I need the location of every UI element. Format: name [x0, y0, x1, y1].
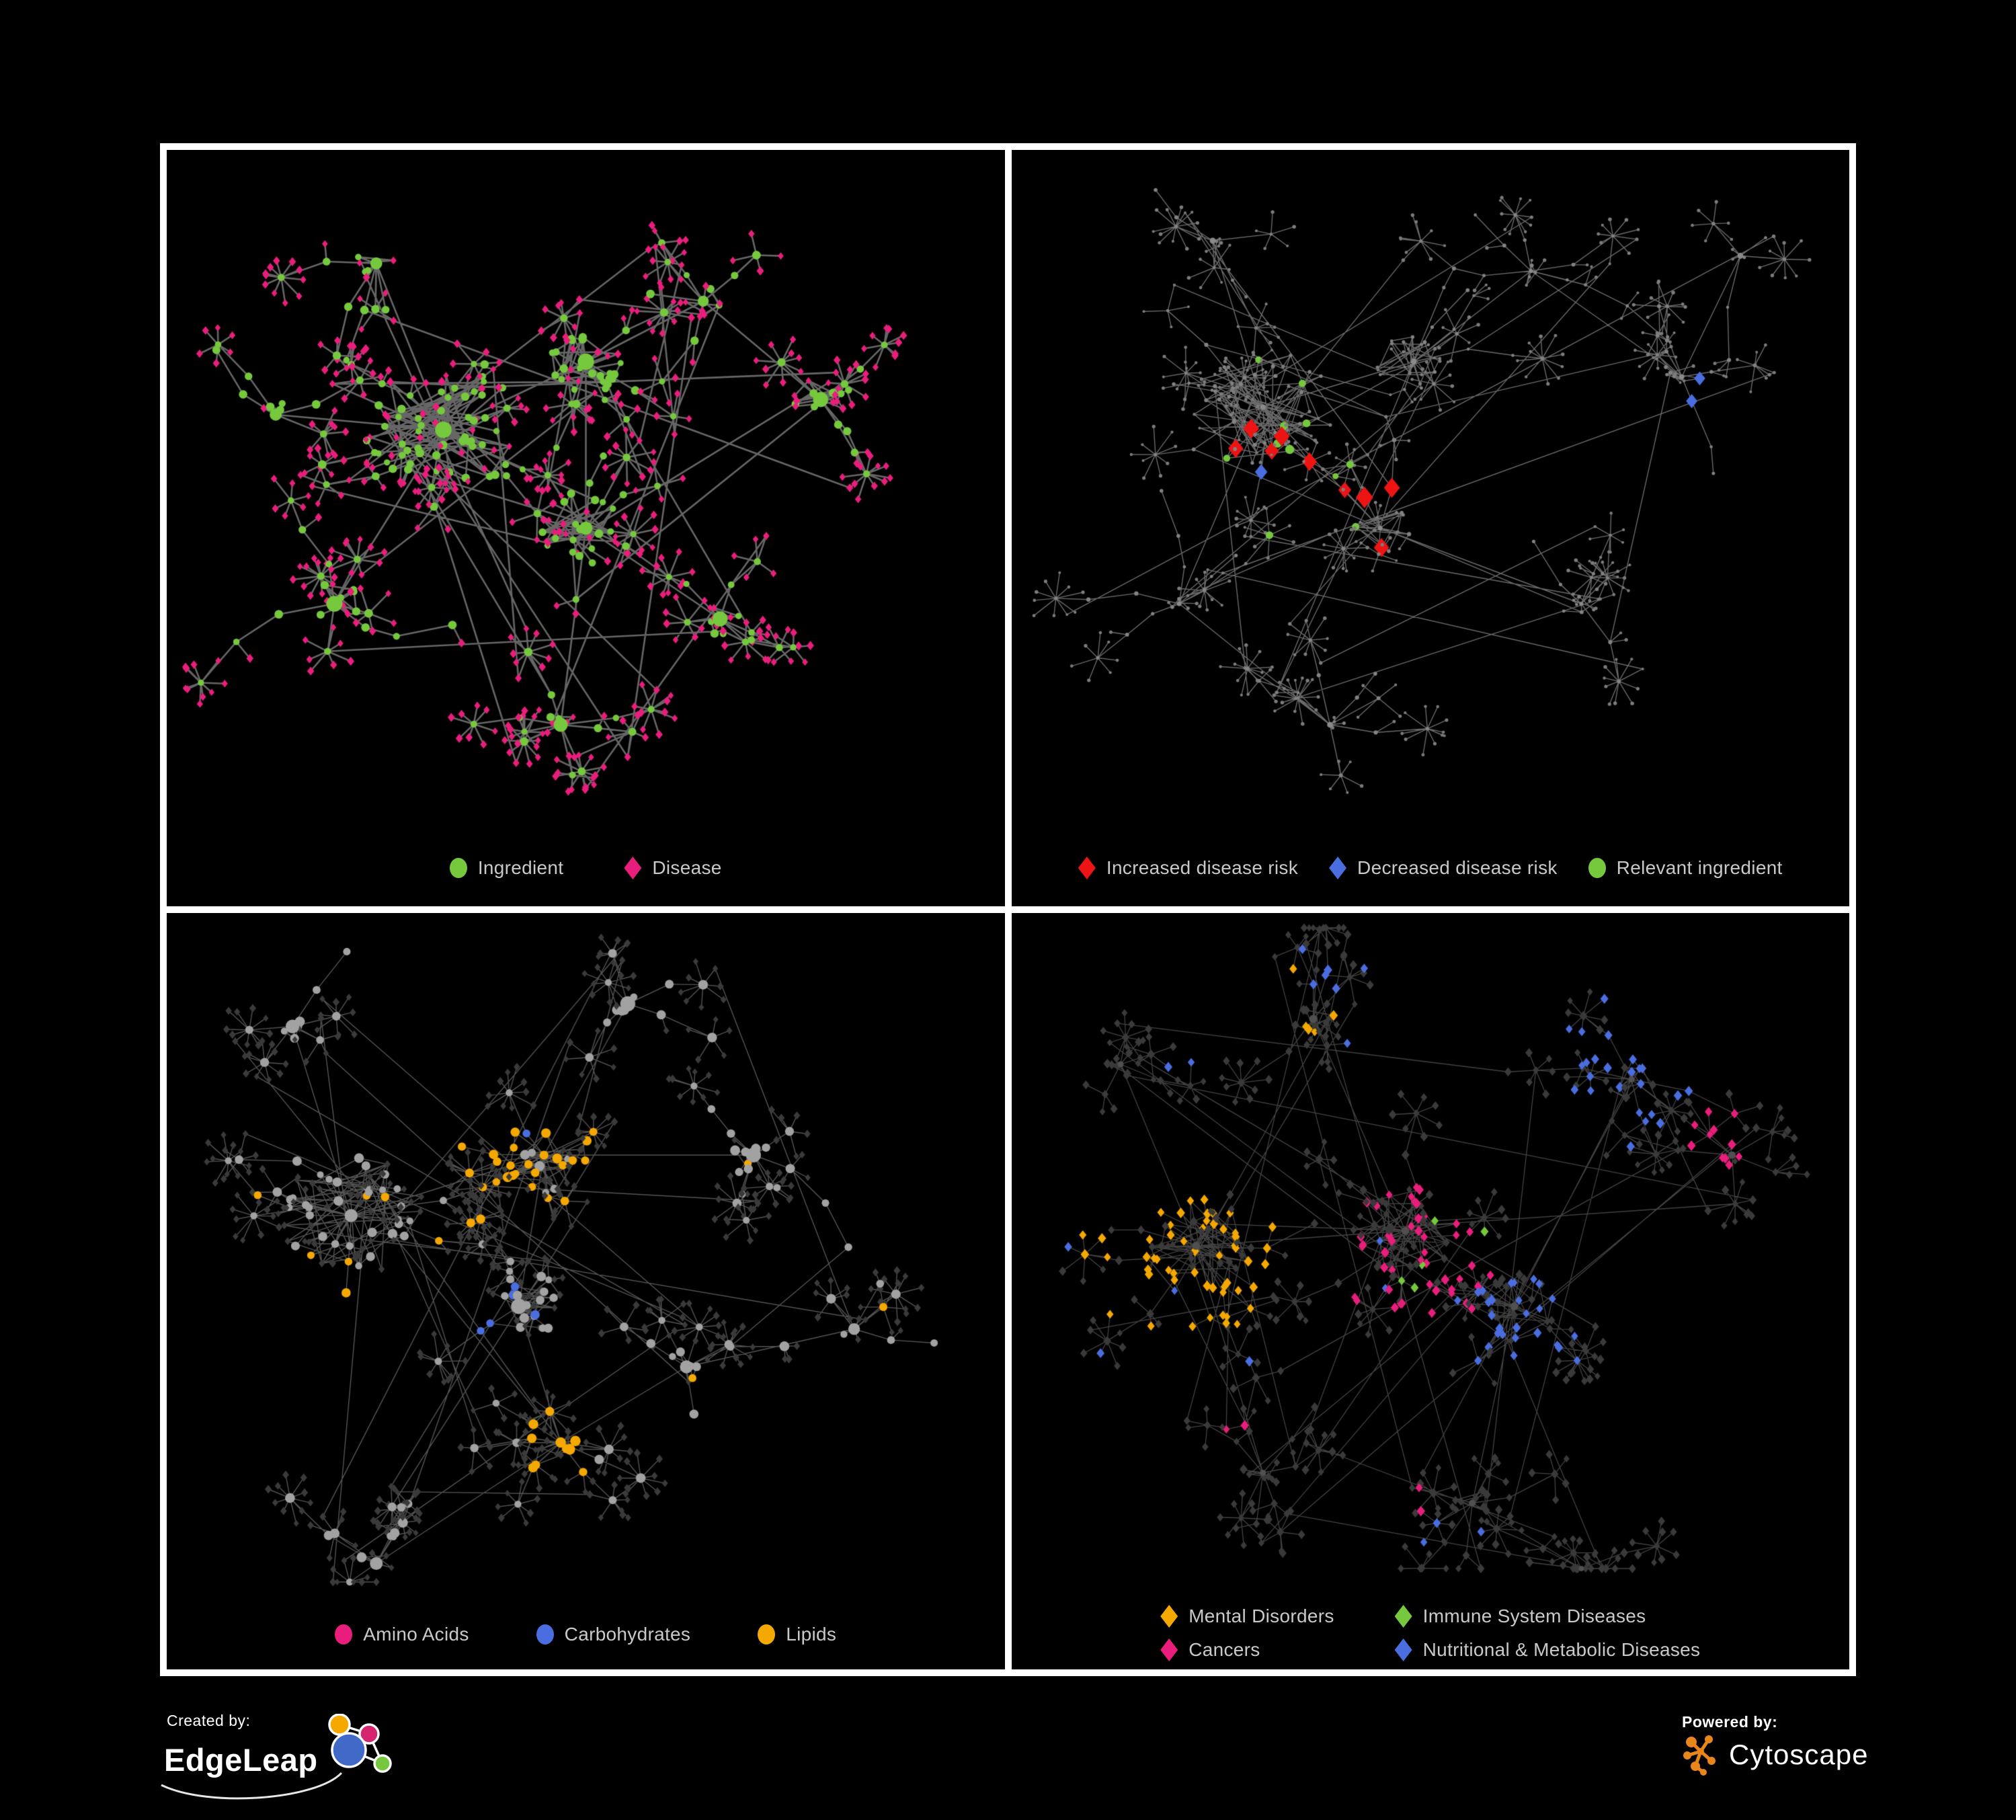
panel-disease-risk: Increased disease risk Decreased disease … — [1011, 150, 1850, 906]
legend-item: Ingredient — [449, 857, 564, 879]
legend-circle-swatch — [449, 858, 467, 878]
legend-disease-categories: Mental Disorders Immune System Diseases Ca… — [1012, 1605, 1850, 1661]
legend-label: Lipids — [786, 1624, 837, 1645]
legend-item: Cancers — [1160, 1638, 1260, 1661]
legend-item: Carbohydrates — [536, 1624, 691, 1645]
legend-label: Amino Acids — [363, 1624, 469, 1645]
network-canvas-disease-categories — [1011, 913, 1849, 1669]
legend-label: Increased disease risk — [1106, 857, 1299, 878]
legend-circle-swatch — [758, 1624, 776, 1645]
legend-nutrient-classes: Amino Acids Carbohydrates Lipids — [167, 1624, 1005, 1645]
network-canvas-ingredient-disease — [167, 150, 1005, 906]
edgeleap-wordmark: EdgeLeap — [164, 1741, 318, 1778]
legend-label: Nutritional & Metabolic Diseases — [1422, 1639, 1701, 1660]
legend-label: Decreased disease risk — [1357, 857, 1558, 878]
created-by-label: Created by: — [167, 1712, 251, 1729]
edgeleap-logo: EdgeLeap — [161, 1714, 401, 1800]
legend-item: Disease — [624, 857, 721, 879]
legend-diamond-swatch — [1329, 857, 1347, 879]
cytoscape-credit: Powered by: — [1682, 1713, 1868, 1776]
legend-item: Amino Acids — [335, 1624, 469, 1645]
edgeleap-credit: Created by: EdgeLeap — [161, 1712, 401, 1800]
panel-ingredient-disease: Ingredient Disease — [167, 150, 1005, 906]
network-canvas-disease-risk — [1011, 150, 1849, 906]
legend-circle-swatch — [335, 1624, 353, 1645]
legend-label: Mental Disorders — [1188, 1606, 1334, 1626]
legend-diamond-swatch — [1394, 1605, 1412, 1628]
legend-item: Relevant ingredient — [1588, 857, 1783, 879]
panel-nutrient-classes: Amino Acids Carbohydrates Lipids — [167, 913, 1005, 1669]
edgeleap-network-icon — [327, 1714, 392, 1773]
legend-item: Decreased disease risk — [1329, 857, 1558, 879]
legend-circle-swatch — [536, 1624, 554, 1645]
legend-ingredient-disease: Ingredient Disease — [167, 857, 1005, 879]
legend-item: Immune System Diseases — [1394, 1605, 1646, 1628]
legend-label: Immune System Diseases — [1422, 1606, 1646, 1626]
legend-circle-swatch — [1588, 858, 1606, 878]
legend-diamond-swatch — [1160, 1638, 1178, 1661]
network-grid-frame: Ingredient Disease Increased disease risk… — [160, 143, 1856, 1676]
legend-label: Ingredient — [477, 857, 564, 878]
panel-disease-categories: Mental Disorders Immune System Diseases Ca… — [1011, 913, 1850, 1669]
network-canvas-nutrient-classes — [167, 913, 1005, 1669]
legend-label: Carbohydrates — [564, 1624, 691, 1645]
cytoscape-wordmark: Cytoscape — [1729, 1739, 1869, 1770]
legend-item: Nutritional & Metabolic Diseases — [1394, 1638, 1701, 1661]
legend-disease-risk: Increased disease risk Decreased disease … — [1012, 857, 1850, 879]
legend-diamond-swatch — [1078, 857, 1096, 879]
legend-label: Relevant ingredient — [1616, 857, 1783, 878]
legend-label: Cancers — [1188, 1639, 1260, 1660]
legend-diamond-swatch — [1394, 1638, 1412, 1661]
legend-label: Disease — [652, 857, 722, 878]
legend-diamond-swatch — [624, 857, 642, 879]
cytoscape-logo-icon — [1683, 1735, 1716, 1776]
legend-item: Lipids — [758, 1624, 836, 1645]
powered-by-label: Powered by: — [1682, 1713, 1778, 1731]
legend-diamond-swatch — [1160, 1605, 1178, 1628]
legend-item: Increased disease risk — [1078, 857, 1298, 879]
legend-item: Mental Disorders — [1160, 1605, 1334, 1628]
